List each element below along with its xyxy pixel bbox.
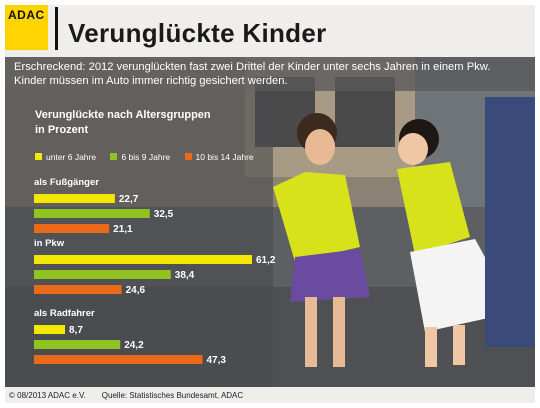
bar-value-label: 22,7 (119, 194, 139, 205)
bar-value-label: 38,4 (175, 270, 195, 281)
bar-value-label: 8,7 (69, 325, 83, 336)
bar (34, 285, 122, 294)
bar (34, 270, 171, 279)
category-label: in Pkw (34, 238, 65, 249)
bar (34, 209, 150, 218)
bar (34, 255, 252, 264)
bar-value-label: 21,1 (113, 224, 133, 235)
footer-text: © 08/2013 ADAC e.V. Quelle: Statistisches… (9, 391, 259, 400)
category-label: als Radfahrer (34, 308, 95, 319)
bar (34, 194, 115, 203)
bar-value-label: 32,5 (154, 209, 174, 220)
bar-value-label: 24,6 (126, 285, 146, 296)
bar (34, 325, 65, 334)
copyright-text: © 08/2013 ADAC e.V. (9, 391, 86, 400)
bar-value-label: 61,2 (256, 255, 276, 266)
bar (34, 340, 120, 349)
category-label: als Fußgänger (34, 177, 99, 188)
bar (34, 355, 202, 364)
bar (34, 224, 109, 233)
source-text: Quelle: Statistisches Bundesamt, ADAC (102, 391, 243, 400)
bar-value-label: 47,3 (206, 355, 226, 366)
bar-value-label: 24,2 (124, 340, 144, 351)
